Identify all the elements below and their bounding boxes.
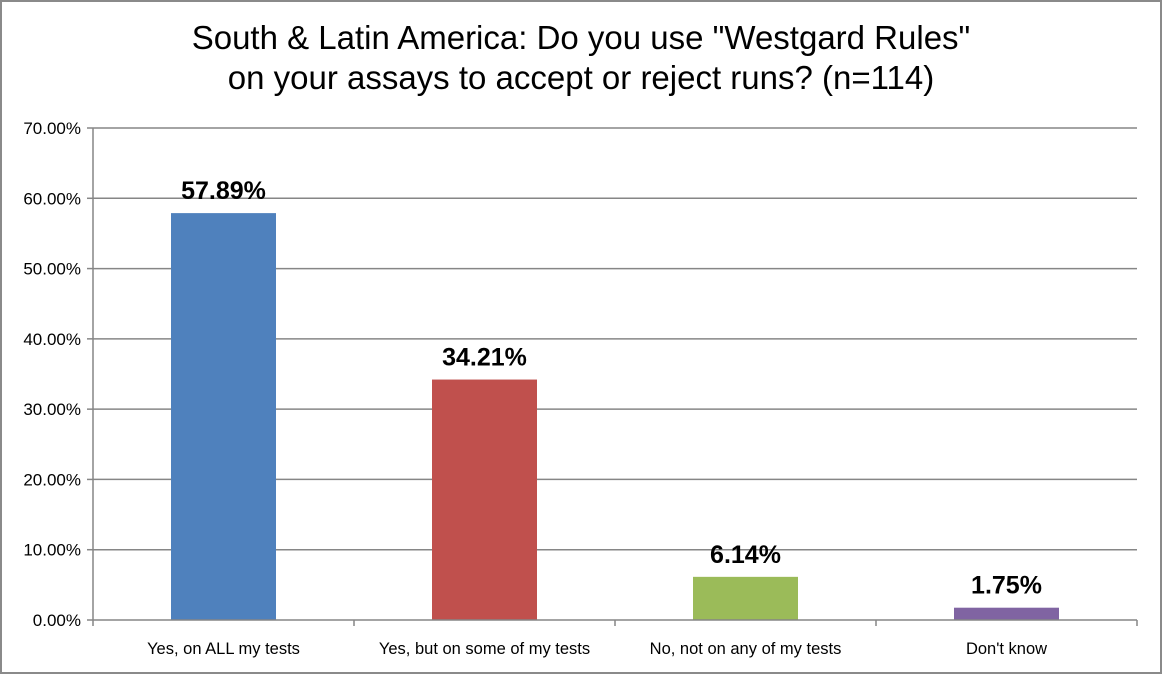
x-tick-label: Don't know xyxy=(966,640,1047,658)
y-tick-label: 70.00% xyxy=(23,119,81,138)
y-tick-label: 0.00% xyxy=(33,611,81,630)
bar xyxy=(693,576,798,620)
bar xyxy=(954,607,1059,620)
y-tick-label: 30.00% xyxy=(23,400,81,419)
data-label: 6.14% xyxy=(710,541,781,569)
bar xyxy=(432,379,537,620)
y-tick-label: 50.00% xyxy=(23,260,81,279)
data-label: 34.21% xyxy=(442,344,527,372)
y-tick-label: 10.00% xyxy=(23,541,81,560)
data-label: 1.75% xyxy=(971,572,1042,600)
title-line-1: South & Latin America: Do you use "Westg… xyxy=(191,19,971,56)
x-tick-label: Yes, but on some of my tests xyxy=(379,640,590,658)
bar xyxy=(171,213,276,620)
y-tick-label: 20.00% xyxy=(23,470,81,489)
y-tick-label: 60.00% xyxy=(23,189,81,208)
x-tick-label: Yes, on ALL my tests xyxy=(147,640,300,658)
data-label: 57.89% xyxy=(181,177,266,205)
y-tick-label: 40.00% xyxy=(23,330,81,349)
chart-title: South & Latin America: Do you use "Westg… xyxy=(0,18,1162,98)
x-tick-label: No, not on any of my tests xyxy=(650,640,842,658)
title-line-2: on your assays to accept or reject runs?… xyxy=(227,59,935,96)
